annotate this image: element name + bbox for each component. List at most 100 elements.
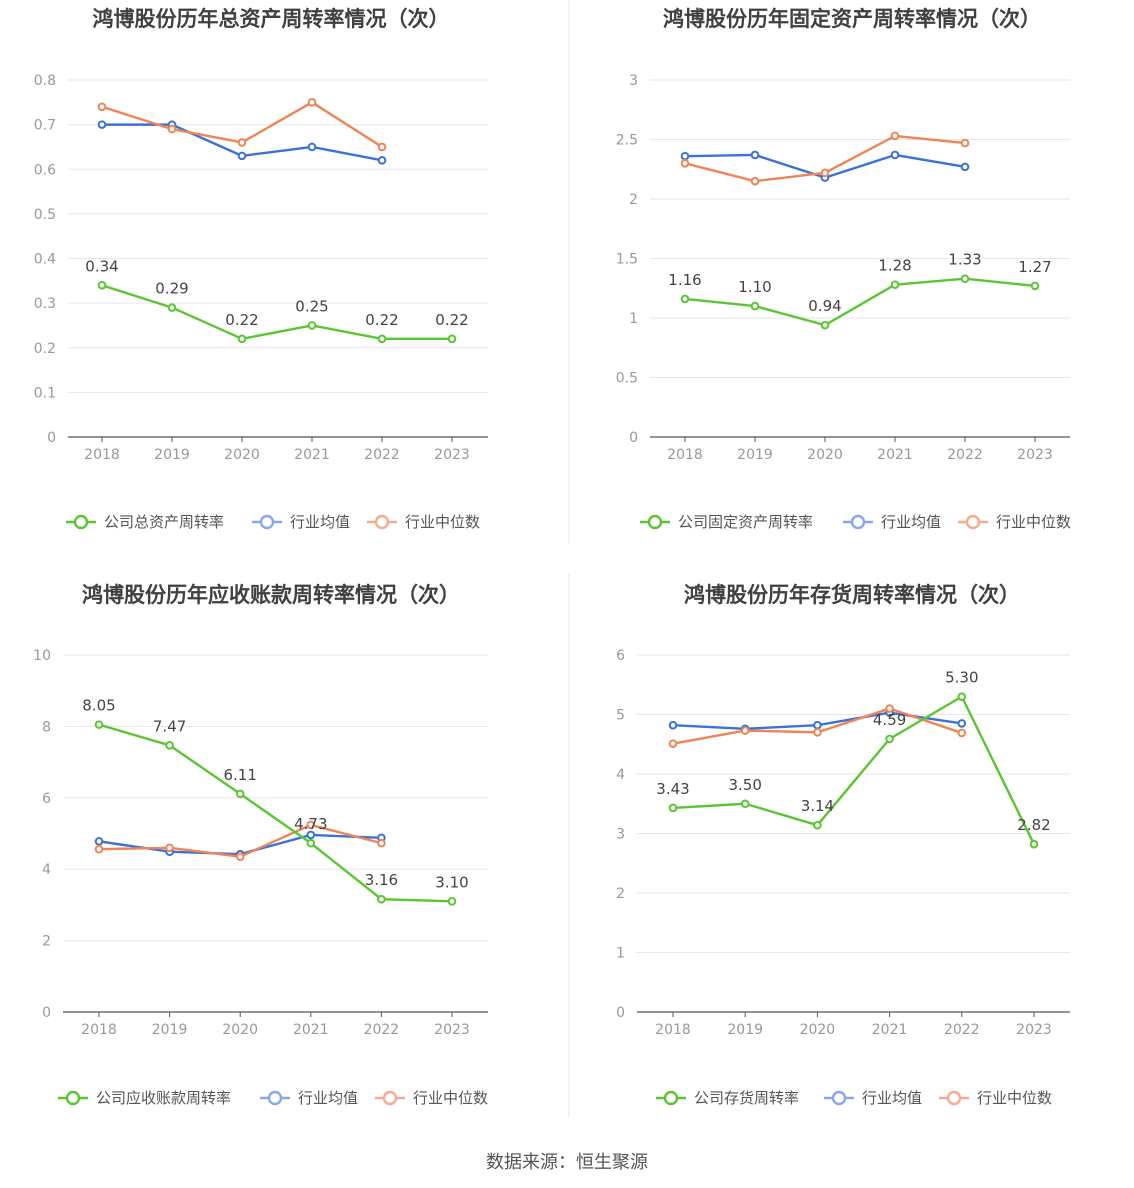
data-label: 5.30	[945, 669, 978, 687]
series-line-company	[98, 723, 453, 903]
data-point-company	[377, 894, 386, 904]
legend-marker	[647, 514, 663, 530]
data-point-company	[447, 897, 457, 906]
y-tick-label: 2	[616, 886, 625, 902]
x-tick-label: 2022	[944, 1022, 980, 1038]
x-tick-label: 2018	[667, 447, 703, 463]
data-point-industry_median	[306, 820, 316, 830]
y-tick-label: 0.4	[34, 252, 56, 268]
data-point-company	[235, 789, 245, 799]
chart-title: 鸿博股份历年存货周转率情况（次）	[684, 583, 1020, 607]
data-point-industry_median	[377, 142, 387, 152]
legend-marker	[374, 514, 390, 530]
y-tick-label: 0.2	[34, 341, 56, 357]
data-point-company	[680, 294, 690, 304]
legend-item-company: 公司固定资产周转率	[640, 513, 813, 531]
data-point-company	[307, 321, 317, 330]
legend-item-industry_median: 行业中位数	[367, 513, 480, 531]
data-point-industry_avg	[668, 720, 678, 730]
data-point-industry_median	[960, 138, 970, 148]
legend-marker	[946, 1090, 962, 1106]
legend-label: 公司应收账款周转率	[96, 1089, 231, 1107]
x-tick-label: 2018	[81, 1022, 117, 1038]
x-tick-label: 2019	[152, 1022, 188, 1038]
legend-label: 行业中位数	[996, 513, 1071, 531]
legend-marker	[259, 514, 275, 530]
y-tick-label: 0.3	[34, 296, 56, 312]
legend-label: 行业均值	[862, 1089, 922, 1107]
legend-item-company: 公司存货周转率	[656, 1089, 799, 1107]
data-point-company	[237, 334, 247, 344]
data-point-company	[1030, 281, 1040, 291]
legend-marker	[831, 1090, 847, 1106]
data-label: 0.22	[435, 311, 468, 329]
x-tick-label: 2022	[947, 447, 983, 463]
data-point-industry_avg	[957, 719, 967, 728]
data-point-industry_avg	[960, 162, 970, 172]
data-point-industry_avg	[97, 120, 107, 129]
data-label: 2.82	[1017, 816, 1050, 834]
data-label: 0.22	[365, 311, 398, 329]
data-point-industry_avg	[307, 142, 317, 152]
x-tick-label: 2022	[364, 1022, 400, 1038]
data-point-industry_median	[377, 838, 386, 848]
data-point-industry_median	[94, 844, 104, 854]
data-point-industry_median	[820, 168, 830, 178]
data-point-industry_avg	[680, 151, 690, 161]
x-tick-label: 2020	[222, 1022, 258, 1038]
data-label: 4.59	[873, 711, 906, 729]
data-point-industry_avg	[890, 150, 900, 160]
y-tick-label: 2	[629, 192, 638, 208]
legend-marker	[65, 1090, 81, 1106]
data-source: 数据来源：恒生聚源	[486, 1152, 648, 1173]
y-tick-label: 4	[616, 767, 625, 783]
chart-title: 鸿博股份历年应收账款周转率情况（次）	[82, 583, 460, 607]
data-label: 8.05	[82, 697, 115, 715]
y-tick-label: 6	[616, 648, 625, 664]
chart-panel-3: 鸿博股份历年应收账款周转率情况（次） 0 2 4 6 8 10 2018 2019 2020 202…	[33, 583, 488, 1107]
x-tick-label: 2021	[294, 447, 330, 463]
series-line-company	[101, 284, 452, 341]
data-point-company	[957, 692, 967, 701]
y-tick-label: 0.1	[34, 385, 56, 401]
data-point-company	[885, 734, 894, 744]
legend-label: 公司总资产周转率	[104, 513, 224, 531]
data-point-company	[740, 799, 750, 809]
data-point-company	[447, 334, 457, 344]
data-label: 0.34	[85, 257, 118, 275]
legend-item-industry_median: 行业中位数	[939, 1089, 1052, 1107]
legend-marker	[382, 1090, 398, 1106]
data-label: 4.73	[294, 815, 327, 833]
y-tick-label: 3	[616, 827, 625, 843]
data-point-industry_avg	[237, 151, 247, 161]
data-label: 3.43	[656, 780, 689, 798]
y-tick-label: 10	[33, 648, 51, 664]
x-tick-label: 2019	[154, 447, 190, 463]
data-point-industry_median	[890, 131, 900, 141]
x-tick-label: 2021	[877, 447, 913, 463]
y-tick-label: 0.5	[34, 207, 56, 223]
data-label: 3.50	[728, 776, 761, 794]
x-tick-label: 2023	[434, 1022, 470, 1038]
legend-marker	[850, 514, 866, 530]
legend-marker	[965, 514, 981, 530]
legend-label: 公司存货周转率	[694, 1089, 799, 1107]
legend-item-industry_median: 行业中位数	[958, 513, 1071, 531]
y-tick-label: 6	[42, 791, 51, 807]
data-point-company	[165, 741, 174, 750]
legend-item-industry_avg: 行业均值	[260, 1089, 358, 1107]
chart-title: 鸿博股份历年总资产周转率情况（次）	[93, 7, 450, 31]
y-tick-label: 2	[42, 934, 51, 950]
data-point-industry_median	[813, 728, 822, 737]
data-point-industry_avg	[377, 156, 387, 165]
data-label: 1.16	[668, 271, 701, 289]
legend-item-company: 公司总资产周转率	[66, 513, 224, 531]
data-point-company	[167, 303, 177, 312]
data-label: 3.10	[435, 873, 468, 891]
data-point-industry_median	[750, 176, 760, 186]
data-label: 3.14	[801, 797, 834, 815]
x-tick-label: 2018	[655, 1022, 691, 1038]
chart-panel-4: 鸿博股份历年存货周转率情况（次） 0 1 2 3 4 5 6 2018 2019 2020 2021 2…	[616, 583, 1070, 1107]
data-point-industry_median	[165, 843, 174, 853]
y-tick-label: 0.8	[34, 73, 56, 89]
